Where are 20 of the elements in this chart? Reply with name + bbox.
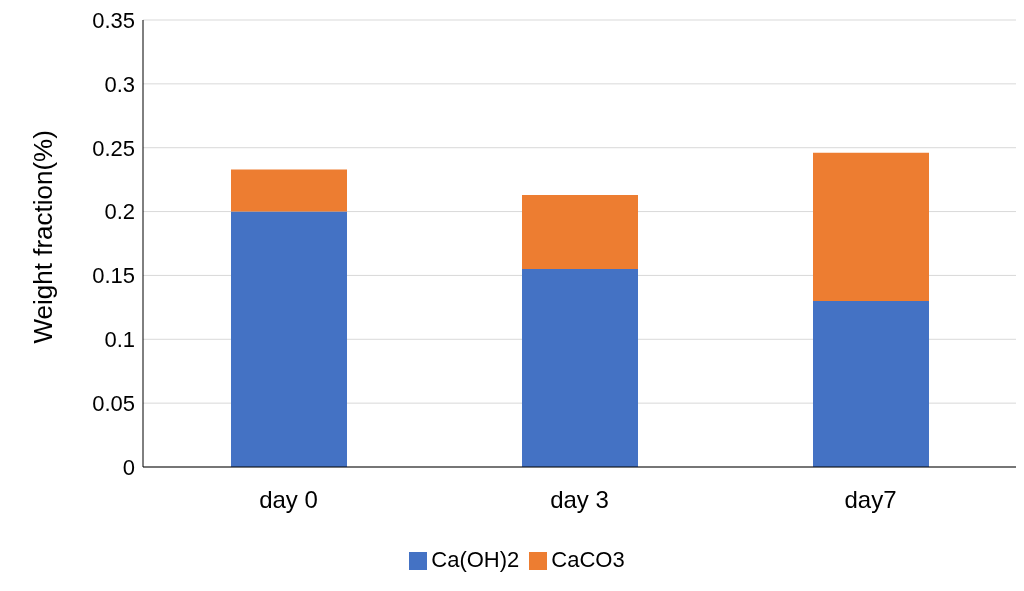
y-tick-label: 0.15 (92, 263, 135, 289)
y-tick-label: 0.2 (104, 199, 135, 225)
bar (231, 211, 347, 467)
bar (813, 300, 929, 467)
x-tick-label: day 0 (259, 486, 318, 514)
y-axis-title: Weight fraction(%) (28, 130, 59, 344)
bar (522, 194, 638, 270)
legend-label: CaCO3 (551, 547, 625, 572)
bar (231, 169, 347, 212)
y-tick-label: 0.25 (92, 135, 135, 161)
x-tick-label: day7 (844, 486, 897, 514)
bar (813, 152, 929, 301)
legend-label: Ca(OH)2 (431, 547, 520, 572)
bar (522, 269, 638, 467)
y-tick-label: 0.35 (92, 7, 135, 33)
y-tick-label: 0.3 (104, 71, 135, 97)
y-tick-label: 0.05 (92, 390, 135, 416)
x-tick-label: day 3 (550, 486, 609, 514)
y-tick-label: 0 (122, 454, 135, 480)
y-tick-label: 0.1 (104, 327, 135, 353)
